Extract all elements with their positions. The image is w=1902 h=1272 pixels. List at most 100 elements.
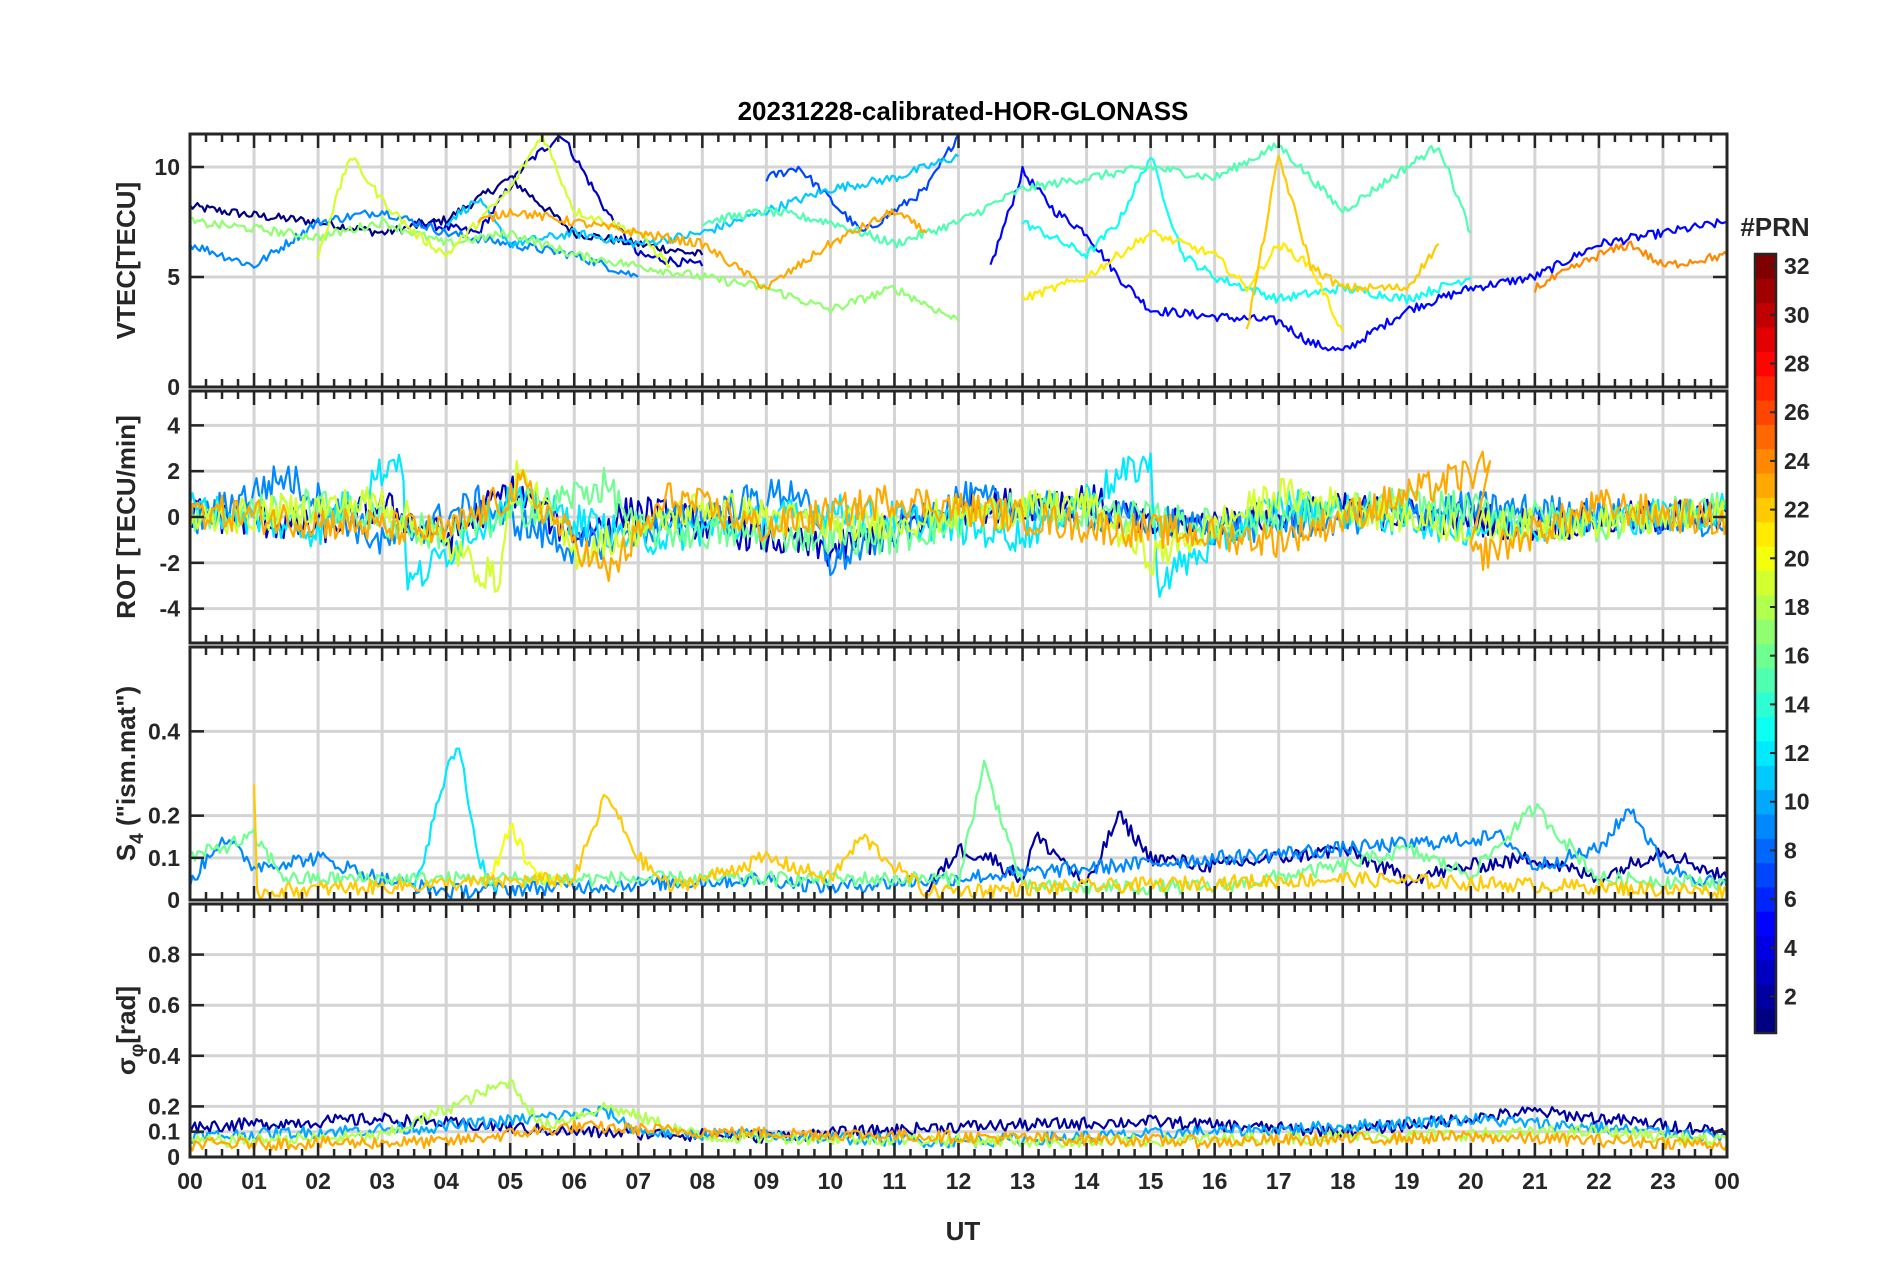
- y-axis-label-sigma: σφ[rad]: [111, 986, 148, 1075]
- colorbar-band: [1755, 570, 1776, 596]
- trace-prn-5: [989, 165, 1727, 352]
- ticks-s4: [188, 647, 1729, 902]
- trace-prn-15: [701, 142, 1472, 249]
- colorbar-band: [1755, 327, 1776, 352]
- trace-prn-17: [190, 216, 960, 322]
- ytick-label: 0: [167, 374, 180, 400]
- y-axis-label-vtec: VTEC[TECU]: [111, 182, 141, 339]
- traces-vtec: [190, 134, 1727, 352]
- colorbar-tick-label: 28: [1784, 351, 1810, 377]
- trace-prn-2: [926, 810, 1727, 893]
- xtick-label: 06: [561, 1168, 587, 1194]
- trace-prn-23: [190, 1119, 1727, 1152]
- trace-prn-9: [190, 209, 639, 278]
- ytick-label: 0.1: [148, 845, 180, 871]
- xtick-label: 08: [690, 1168, 716, 1194]
- xtick-label: 16: [1202, 1168, 1228, 1194]
- colorbar-tick-label: 14: [1784, 691, 1810, 717]
- trace-prn-12: [413, 747, 499, 892]
- xtick-label: 19: [1394, 1168, 1420, 1194]
- trace-prn-23: [477, 208, 928, 290]
- trace-prn-22: [252, 784, 1727, 900]
- xtick-label: 15: [1138, 1168, 1164, 1194]
- colorbar-band: [1755, 984, 1776, 1010]
- colorbar-tick-label: 24: [1784, 448, 1810, 474]
- colorbar-band: [1755, 959, 1776, 985]
- colorbar-band: [1755, 643, 1776, 669]
- x-tick-labels: 00 01 02 03 04 05 06 07 08 09 10 11 12 13 14 15 16 17 18 19…: [177, 1168, 1740, 1194]
- xtick-label: 10: [818, 1168, 844, 1194]
- colorbar-band: [1755, 278, 1776, 304]
- trace-prn-10: [190, 1105, 1727, 1149]
- colorbar-band: [1755, 667, 1776, 693]
- xtick-label: 11: [882, 1168, 907, 1194]
- colorbar-tick-label: 18: [1784, 594, 1810, 620]
- colorbar-band: [1755, 789, 1776, 815]
- colorbar-tick-label: 8: [1784, 837, 1797, 863]
- panel-sigma: 00.10.2 0.4 0.6 0.8σφ[rad]: [111, 902, 1729, 1170]
- xtick-label: 04: [433, 1168, 459, 1194]
- ytick-label: 0.1: [148, 1119, 180, 1145]
- xtick-label: 22: [1586, 1168, 1612, 1194]
- traces-sigma: [190, 1078, 1727, 1152]
- colorbar-band: [1755, 813, 1776, 839]
- trace-prn-22: [1245, 154, 1440, 330]
- y-axis-label-s4: S4 ("ism.mat"): [111, 686, 148, 861]
- ytick-label: 0.4: [148, 718, 180, 744]
- xtick-label: 17: [1266, 1168, 1292, 1194]
- colorbar-band: [1755, 254, 1776, 279]
- colorbar-tick-label: 22: [1784, 497, 1810, 523]
- ytick-label: 10: [154, 154, 180, 180]
- xtick-label: 00: [1714, 1168, 1740, 1194]
- panel-s4: 0 0.1 0.2 0.4S4 ("ism.mat"): [111, 645, 1729, 913]
- ytick-label: 0.2: [148, 1093, 180, 1119]
- trace-prn-21: [1021, 229, 1344, 333]
- xtick-label: 01: [241, 1168, 267, 1194]
- trace-prn-18: [190, 1078, 1727, 1149]
- panel-rot: -4 -2 0 2 4 ROT [TECU/min]: [111, 389, 1729, 645]
- trace-prn-23: [190, 450, 1727, 583]
- ticks-rot: [188, 391, 1729, 643]
- traces-rot: [190, 450, 1727, 598]
- ytick-label: 0: [167, 504, 180, 530]
- ytick-label: 0.2: [148, 803, 180, 829]
- colorbar-label: #PRN: [1740, 212, 1809, 242]
- colorbar-band: [1755, 546, 1776, 571]
- ticks-sigma: [188, 904, 1729, 1159]
- xtick-label: 12: [946, 1168, 972, 1194]
- colorbar-tick-label: 2: [1784, 983, 1797, 1009]
- xtick-label: 02: [305, 1168, 331, 1194]
- colorbar-band: [1755, 1008, 1776, 1034]
- xtick-label: 21: [1522, 1168, 1548, 1194]
- colorbar-band: [1755, 838, 1776, 864]
- colorbar-band: [1755, 886, 1776, 912]
- x-axis-label: UT: [946, 1216, 981, 1246]
- colorbar-tick-label: 12: [1784, 740, 1810, 766]
- colorbar-band: [1755, 424, 1776, 450]
- grid-vtec: [190, 134, 1727, 389]
- ytick-label: 0.8: [148, 942, 180, 968]
- colorbar-band: [1755, 473, 1776, 498]
- colorbar-tick-label: 10: [1784, 789, 1810, 815]
- xtick-label: 14: [1074, 1168, 1100, 1194]
- ytick-label: 0.4: [148, 1043, 180, 1069]
- colorbar-band: [1755, 375, 1776, 401]
- colorbar-band: [1755, 302, 1776, 328]
- colorbar-band: [1755, 619, 1776, 644]
- ytick-label: 0: [167, 887, 180, 913]
- colorbar-tick-label: 4: [1784, 935, 1797, 961]
- colorbar-band: [1755, 765, 1776, 791]
- colorbar-frame: [1753, 252, 1778, 1035]
- colorbar-band: [1755, 716, 1776, 742]
- colorbar-band: [1755, 692, 1776, 718]
- colorbar-band: [1755, 935, 1776, 961]
- trace-prn-13: [1021, 157, 1472, 305]
- xtick-label: 20: [1458, 1168, 1484, 1194]
- colorbar-tick-label: 16: [1784, 643, 1810, 669]
- ytick-label: 5: [167, 264, 180, 290]
- chart-title: 20231228-calibrated-HOR-GLONASS: [738, 96, 1189, 126]
- ytick-label: 2: [167, 458, 180, 484]
- colorbar-tick-label: 32: [1784, 253, 1810, 279]
